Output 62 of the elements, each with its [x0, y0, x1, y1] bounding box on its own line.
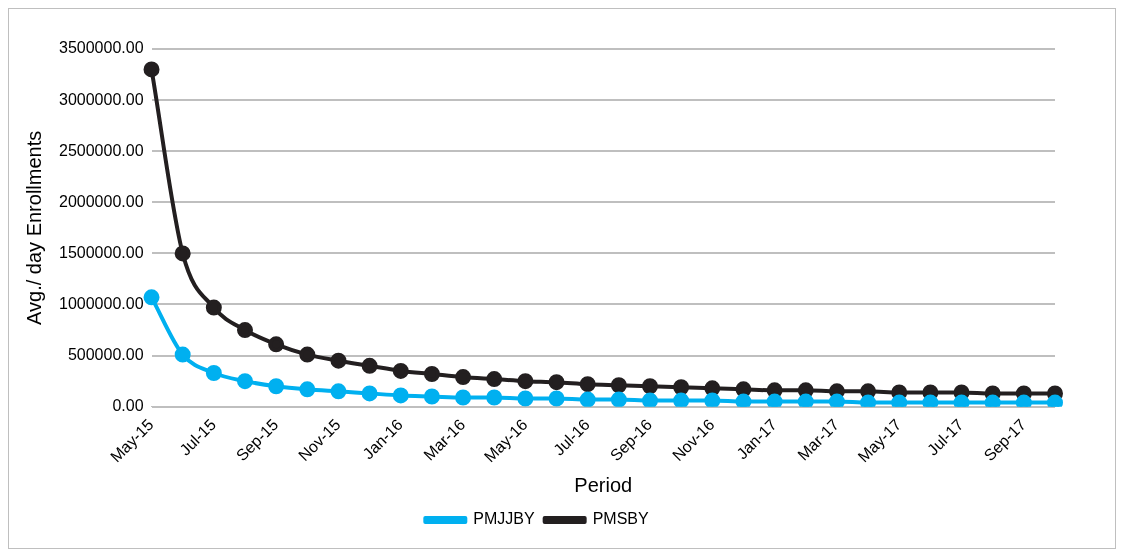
- point: [860, 394, 877, 407]
- point: [423, 365, 440, 382]
- point: [891, 394, 908, 407]
- y-tick-label: 3000000.00: [59, 90, 144, 108]
- point: [330, 383, 347, 400]
- point: [610, 377, 627, 394]
- point: [486, 371, 503, 388]
- legend-label: PMSBY: [592, 510, 650, 528]
- point: [392, 387, 409, 404]
- point: [548, 374, 565, 391]
- y-tick-label: 0.00: [112, 397, 144, 415]
- point: [392, 362, 409, 379]
- point: [704, 380, 721, 397]
- point: [205, 299, 222, 316]
- point: [143, 61, 160, 78]
- point: [828, 393, 845, 407]
- point: [1047, 394, 1063, 407]
- point: [517, 390, 534, 407]
- point: [455, 389, 472, 406]
- point: [486, 389, 503, 406]
- y-tick-label: 1000000.00: [59, 294, 144, 312]
- point: [361, 385, 378, 402]
- y-tick-label: 500000.00: [67, 346, 144, 363]
- point: [642, 378, 658, 395]
- point: [236, 373, 253, 390]
- point: [673, 392, 690, 407]
- point: [673, 379, 690, 396]
- point: [143, 289, 160, 306]
- x-axis-title: Period: [574, 473, 633, 496]
- point: [205, 364, 222, 381]
- point: [455, 369, 472, 386]
- y-axis-title: Avg./ day Enrollments: [22, 130, 45, 325]
- point: [174, 346, 191, 363]
- point: [423, 388, 440, 405]
- point: [330, 352, 347, 369]
- point: [797, 393, 814, 407]
- y-tick-label: 2500000.00: [59, 141, 144, 159]
- point: [299, 346, 316, 363]
- point: [735, 393, 752, 407]
- point: [517, 373, 534, 390]
- point: [766, 393, 783, 407]
- point: [174, 245, 191, 262]
- y-tick-label: 1500000.00: [59, 243, 144, 261]
- point: [268, 336, 285, 353]
- point: [299, 381, 316, 398]
- point: [236, 322, 253, 339]
- point: [704, 392, 721, 407]
- point: [1015, 394, 1032, 407]
- point: [735, 381, 752, 398]
- point: [610, 391, 627, 407]
- point: [361, 357, 378, 374]
- y-tick-label: 3500000.00: [59, 39, 144, 57]
- legend-label: PMJJBY: [473, 510, 535, 528]
- point: [548, 390, 565, 407]
- point: [579, 391, 596, 407]
- point: [953, 394, 970, 407]
- point: [922, 394, 939, 407]
- point: [642, 392, 658, 407]
- y-tick-label: 2000000.00: [59, 192, 144, 210]
- point: [268, 378, 285, 395]
- point: [984, 394, 1001, 407]
- point: [579, 376, 596, 393]
